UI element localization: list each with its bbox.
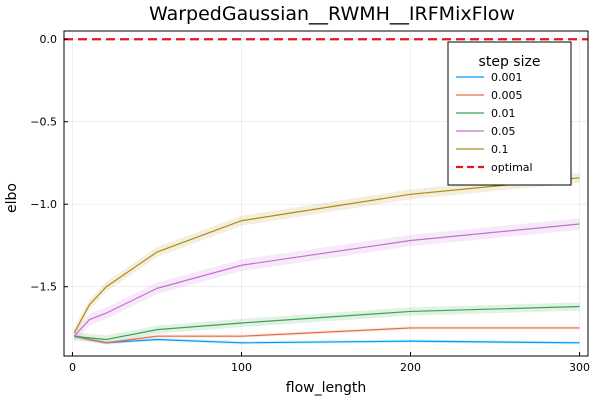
series-line-0.01 [74, 305, 580, 341]
series-line-0.005 [74, 327, 580, 344]
plot-frame [63, 30, 589, 357]
legend-label-0.01: 0.01 [491, 107, 516, 120]
x-tick-label: 0 [69, 361, 76, 374]
x-axis-label: flow_length [286, 380, 366, 396]
series-band-0.1 [74, 172, 580, 338]
legend-label-0.1: 0.1 [491, 143, 509, 156]
x-tick-label: 200 [400, 361, 421, 374]
series-line-0.1 [73, 177, 580, 334]
series-lines [73, 177, 580, 344]
y-axis-ticks: 0.0 −0.5 −1.0 −1.5 [30, 33, 68, 294]
series-band-0.05 [74, 218, 580, 342]
y-tick-label: −1.5 [30, 281, 57, 294]
legend-label-0.005: 0.005 [491, 89, 523, 102]
x-tick-label: 100 [231, 361, 252, 374]
x-axis-ticks: 0 100 200 300 [69, 352, 590, 374]
series-line-0.05 [73, 223, 580, 337]
series-band-0.01 [74, 302, 580, 344]
legend-label-0.001: 0.001 [491, 71, 523, 84]
y-axis-label: elbo [4, 183, 20, 213]
legend-label-0.05: 0.05 [491, 125, 516, 138]
legend-label-optimal: optimal [491, 161, 533, 174]
x-tick-label: 300 [569, 361, 590, 374]
confidence-bands [74, 172, 580, 345]
chart-title: WarpedGaussian__RWMH__IRFMixFlow [149, 3, 515, 25]
y-tick-label: −0.5 [30, 116, 57, 129]
y-tick-label: −1.0 [30, 198, 57, 211]
legend-title: step size [479, 54, 541, 70]
y-tick-label: 0.0 [40, 33, 58, 46]
